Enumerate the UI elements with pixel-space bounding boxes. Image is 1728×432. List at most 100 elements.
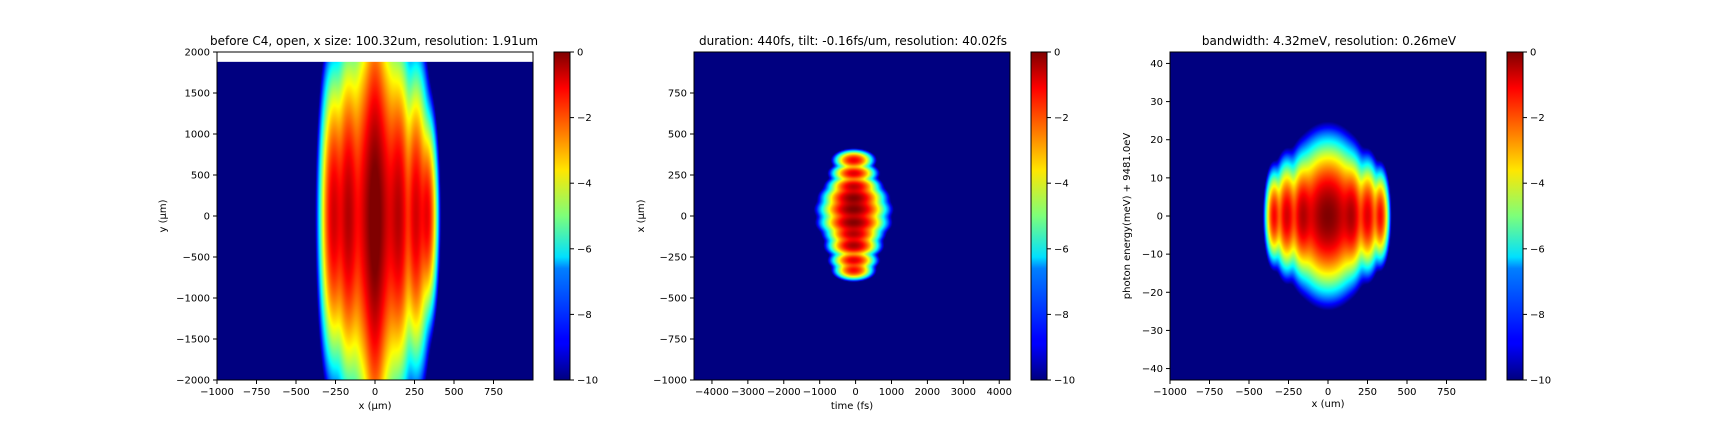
y-tick-label: −250 xyxy=(660,253,687,264)
x-tick-label: 0 xyxy=(372,387,378,398)
x-tick-label: −1000 xyxy=(803,387,837,398)
x-tick-label: 750 xyxy=(1437,387,1456,398)
y-tick-label: 1000 xyxy=(185,130,210,141)
x-tick-label: 0 xyxy=(852,387,858,398)
panel-3-y-axis-label: photon energy(meV) + 9481.0eV xyxy=(1122,133,1133,300)
colorbar-tick-label: −8 xyxy=(577,310,592,321)
panel-2-y-ticks: −1000 −750 −500 −250 0 250 500 750 xyxy=(653,89,694,387)
x-tick-label: 3000 xyxy=(951,387,976,398)
panel-2-x-ticks: −4000 −3000 −2000 −1000 0 1000 2000 3000 4000 xyxy=(695,380,1012,398)
x-tick-label: 500 xyxy=(444,387,463,398)
colorbar-tick-label: −10 xyxy=(1530,376,1551,387)
x-tick-label: 500 xyxy=(1397,387,1416,398)
x-tick-label: −500 xyxy=(282,387,309,398)
panel-3-colorbar-ticks: 0 −2 −4 −6 −8 −10 xyxy=(1523,48,1551,387)
panel-3-y-ticks: −40 −30 −20 −10 0 10 20 30 40 xyxy=(1142,59,1170,375)
colorbar-tick-label: −6 xyxy=(577,244,592,255)
y-tick-label: −2000 xyxy=(176,376,210,387)
y-tick-label: 0 xyxy=(204,212,210,223)
x-tick-label: −1000 xyxy=(200,387,234,398)
x-tick-label: 1000 xyxy=(879,387,904,398)
colorbar-tick-label: −2 xyxy=(577,113,592,124)
panel-3-colorbar xyxy=(1506,51,1524,381)
panel-2-x-axis-label: time (fs) xyxy=(831,401,873,412)
y-tick-label: 40 xyxy=(1150,59,1163,70)
panel-3-x-ticks: −1000 −750 −500 −250 0 250 500 750 xyxy=(1153,380,1456,398)
y-tick-label: −20 xyxy=(1142,288,1163,299)
panel-2-title: duration: 440fs, tilt: -0.16fs/um, resol… xyxy=(699,34,1007,48)
colorbar-tick-label: −2 xyxy=(1530,113,1545,124)
heatmap-raster xyxy=(694,52,1010,380)
colorbar-tick-label: −10 xyxy=(1054,376,1075,387)
y-tick-label: 30 xyxy=(1150,97,1163,108)
x-tick-label: −250 xyxy=(322,387,349,398)
colorbar-tick-label: −8 xyxy=(1054,310,1069,321)
x-tick-label: −250 xyxy=(1275,387,1302,398)
x-tick-label: 750 xyxy=(484,387,503,398)
heatmap-panel-3: bandwidth: 4.32meV, resolution: 0.26meV … xyxy=(1122,34,1551,410)
y-tick-label: 750 xyxy=(668,89,687,100)
panel-3-x-axis-label: x (um) xyxy=(1312,399,1345,410)
y-tick-label: −10 xyxy=(1142,250,1163,261)
x-tick-label: −750 xyxy=(243,387,270,398)
colorbar-tick-label: −8 xyxy=(1530,310,1545,321)
colorbar-tick-label: −4 xyxy=(1054,179,1069,190)
y-tick-label: −30 xyxy=(1142,326,1163,337)
colorbar-tick-label: −2 xyxy=(1054,113,1069,124)
y-tick-label: 1500 xyxy=(185,89,210,100)
x-tick-label: 4000 xyxy=(987,387,1012,398)
y-tick-label: −500 xyxy=(183,253,210,264)
panel-1-y-axis-label: y (μm) xyxy=(158,199,169,232)
colorbar-tick-label: −6 xyxy=(1530,244,1545,255)
y-tick-label: 20 xyxy=(1150,135,1163,146)
y-tick-label: −1000 xyxy=(176,294,210,305)
y-tick-label: −1500 xyxy=(176,335,210,346)
colorbar-tick-label: −4 xyxy=(577,179,592,190)
y-tick-label: −500 xyxy=(660,294,687,305)
heatmap-panel-2: duration: 440fs, tilt: -0.16fs/um, resol… xyxy=(636,34,1075,412)
y-tick-label: 250 xyxy=(668,171,687,182)
colorbar-tick-label: −6 xyxy=(1054,244,1069,255)
y-tick-label: −1000 xyxy=(653,376,687,387)
panel-1-x-axis-label: x (μm) xyxy=(358,401,391,412)
y-tick-label: 500 xyxy=(191,171,210,182)
panel-1-title: before C4, open, x size: 100.32um, resol… xyxy=(210,34,538,48)
x-tick-label: 250 xyxy=(405,387,424,398)
colorbar-tick-label: 0 xyxy=(1530,48,1536,59)
y-tick-label: 0 xyxy=(681,212,687,223)
y-tick-label: −750 xyxy=(660,335,687,346)
x-tick-label: −3000 xyxy=(731,387,765,398)
colorbar-tick-label: 0 xyxy=(577,48,583,59)
x-tick-label: 2000 xyxy=(915,387,940,398)
heatmap-raster xyxy=(217,61,533,380)
colorbar-tick-label: −4 xyxy=(1530,179,1545,190)
panel-3-heatmap xyxy=(1170,52,1486,380)
x-tick-label: 250 xyxy=(1358,387,1377,398)
x-tick-label: −750 xyxy=(1196,387,1223,398)
panel-1-heatmap xyxy=(217,61,533,380)
panel-1-x-ticks: −1000 −750 −500 −250 0 250 500 750 xyxy=(200,380,503,398)
panel-1-colorbar-ticks: 0 −2 −4 −6 −8 −10 xyxy=(570,48,598,387)
y-tick-label: 500 xyxy=(668,130,687,141)
colorbar-tick-label: 0 xyxy=(1054,48,1060,59)
y-tick-label: −40 xyxy=(1142,364,1163,375)
panel-1-colorbar xyxy=(553,51,571,381)
x-tick-label: 0 xyxy=(1325,387,1331,398)
heatmap-panel-1: before C4, open, x size: 100.32um, resol… xyxy=(158,34,598,412)
x-tick-label: −4000 xyxy=(695,387,729,398)
colorbar-tick-label: −10 xyxy=(577,376,598,387)
y-tick-label: 0 xyxy=(1157,212,1163,223)
panel-3-title: bandwidth: 4.32meV, resolution: 0.26meV xyxy=(1202,34,1457,48)
panel-2-colorbar-ticks: 0 −2 −4 −6 −8 −10 xyxy=(1047,48,1075,387)
y-tick-label: 10 xyxy=(1150,173,1163,184)
x-tick-label: −1000 xyxy=(1153,387,1187,398)
panel-1-y-ticks: −2000 −1500 −1000 −500 0 500 1000 1500 2000 xyxy=(176,48,217,387)
panel-2-heatmap xyxy=(694,52,1010,380)
panel-2-colorbar xyxy=(1030,51,1048,381)
heatmap-raster xyxy=(1170,52,1486,380)
x-tick-label: −500 xyxy=(1235,387,1262,398)
panel-2-y-axis-label: x (μm) xyxy=(636,199,647,232)
x-tick-label: −2000 xyxy=(767,387,801,398)
y-tick-label: 2000 xyxy=(185,48,210,59)
